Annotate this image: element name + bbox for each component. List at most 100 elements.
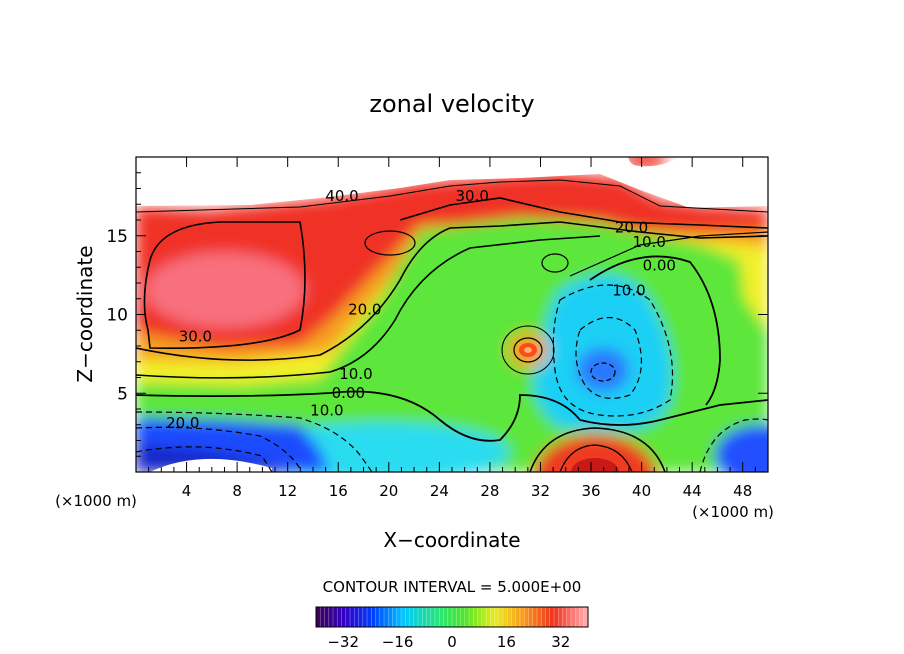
colorbar-swatch bbox=[558, 607, 564, 627]
contour-line-eddy bbox=[513, 337, 543, 363]
colorbar-swatch bbox=[486, 607, 491, 627]
colorbar-swatch bbox=[571, 607, 576, 627]
colorbar-swatch bbox=[371, 607, 377, 627]
colorbar-tick-label: −16 bbox=[382, 633, 414, 651]
colorbar-swatch bbox=[460, 607, 466, 627]
colorbar-swatch bbox=[328, 607, 334, 627]
x-axis-label: X−coordinate bbox=[383, 528, 520, 552]
colorbar-swatch bbox=[545, 607, 551, 627]
colorbar-tick-label: −32 bbox=[327, 633, 359, 651]
colorbar-swatch bbox=[477, 607, 483, 627]
colorbar-swatch bbox=[362, 607, 368, 627]
x-unit-right: (×1000 m) bbox=[692, 503, 774, 521]
contour-line-bottom-warm-inner bbox=[559, 444, 633, 472]
colorbar-swatch bbox=[375, 607, 381, 627]
colorbar-swatch bbox=[447, 607, 453, 627]
colorbar-swatch bbox=[413, 607, 419, 627]
contour-line-30-jet bbox=[143, 221, 306, 349]
colorbar-swatch bbox=[405, 607, 411, 627]
colorbar-swatch bbox=[367, 607, 372, 627]
contour-line-40 bbox=[136, 179, 768, 213]
field-bottom-right-blue bbox=[715, 425, 768, 472]
contour-line-0-right bbox=[589, 255, 721, 406]
x-tick-label: 8 bbox=[232, 482, 242, 500]
colorbar-swatch bbox=[490, 607, 496, 627]
contour-interval-text: CONTOUR INTERVAL = 5.000E+00 bbox=[323, 578, 582, 596]
x-tick-label: 20 bbox=[379, 482, 398, 500]
colorbar-swatch bbox=[579, 607, 585, 627]
colorbar-swatch bbox=[503, 607, 508, 627]
contour-line-0 bbox=[136, 390, 768, 442]
field-top-void bbox=[136, 157, 768, 208]
colorbar-swatch bbox=[554, 607, 559, 627]
contour-line-20 bbox=[136, 221, 768, 361]
x-unit-left: (×1000 m) bbox=[55, 492, 137, 510]
colorbar-swatch bbox=[337, 607, 343, 627]
colorbar-swatch bbox=[341, 607, 347, 627]
colorbar-swatch bbox=[473, 607, 479, 627]
colorbar-swatch bbox=[358, 607, 364, 627]
colorbar-swatch bbox=[392, 607, 398, 627]
colorbar-swatch bbox=[532, 607, 538, 627]
colorbar-swatch bbox=[511, 607, 517, 627]
contour-line-bottom-warm bbox=[529, 427, 666, 472]
contour-label: 20.0 bbox=[615, 219, 648, 237]
colorbar-swatch bbox=[430, 607, 436, 627]
colorbar-swatch bbox=[528, 607, 534, 627]
x-tick-label: 32 bbox=[531, 482, 550, 500]
contour-label: 0.00 bbox=[332, 384, 365, 402]
colorbar-swatch bbox=[388, 607, 394, 627]
colorbar-swatch bbox=[396, 607, 402, 627]
x-tick-label: 36 bbox=[581, 482, 600, 500]
contour-line-neg15 bbox=[575, 317, 643, 399]
colorbar-tick-label: 32 bbox=[551, 633, 570, 651]
colorbar-swatch bbox=[345, 607, 351, 627]
x-tick-label: 4 bbox=[182, 482, 192, 500]
x-axis-ticks: 4 8 12 16 20 24 28 32 36 40 44 48 bbox=[148, 157, 756, 500]
contour-line-eddy-outer bbox=[501, 325, 555, 375]
colorbar-swatch bbox=[316, 607, 321, 627]
contour-line-neg10 bbox=[136, 411, 373, 472]
y-axis-ticks: 5 10 15 bbox=[106, 172, 768, 457]
contour-labels: 40.0 30.020.010.00.0010.020.030.010.00.00… bbox=[166, 187, 676, 432]
colorbar-swatch bbox=[384, 607, 389, 627]
contour-line-neg20 bbox=[136, 426, 303, 472]
colorbar-swatch bbox=[379, 607, 385, 627]
x-tick-label: 40 bbox=[632, 482, 651, 500]
contour-label: 30.0 bbox=[456, 187, 489, 205]
colorbar-swatch bbox=[481, 607, 487, 627]
colorbar-swatch bbox=[426, 607, 432, 627]
colorbar-swatch bbox=[537, 607, 542, 627]
x-tick-label: 44 bbox=[683, 482, 702, 500]
colorbar-swatch bbox=[443, 607, 449, 627]
colorbar-swatch bbox=[452, 607, 457, 627]
colorbar-swatch bbox=[333, 607, 338, 627]
colorbar-swatch bbox=[456, 607, 462, 627]
contour-line-10 bbox=[136, 235, 601, 379]
field-bottom-left-void bbox=[150, 458, 272, 472]
colorbar-swatch bbox=[520, 607, 525, 627]
colorbar-swatch bbox=[418, 607, 423, 627]
contour-line-30-upper bbox=[399, 197, 768, 229]
colorbar-swatch bbox=[409, 607, 415, 627]
colorbar-swatch bbox=[549, 607, 555, 627]
colorbar-swatch bbox=[494, 607, 500, 627]
field-bottom-red bbox=[533, 434, 657, 472]
colorbar-swatch bbox=[524, 607, 530, 627]
colorbar-swatch bbox=[350, 607, 355, 627]
contour-label: 40.0 bbox=[325, 187, 358, 205]
contour-label: 0.00 bbox=[643, 256, 676, 274]
colorbar-swatch bbox=[422, 607, 428, 627]
colorbar-swatch bbox=[464, 607, 470, 627]
field-core-low bbox=[577, 348, 629, 392]
contour-label: 30.0 bbox=[179, 327, 212, 345]
colorbar-swatch bbox=[435, 607, 440, 627]
contour-label: 20.0 bbox=[348, 301, 381, 319]
colorbar-tick-label: 16 bbox=[497, 633, 516, 651]
contour-line-neg20-core bbox=[590, 362, 616, 382]
colorbar-tick-label: 0 bbox=[447, 633, 457, 651]
colorbar-swatch bbox=[515, 607, 521, 627]
field-fill bbox=[136, 157, 768, 472]
colorbar-swatch bbox=[562, 607, 568, 627]
contour-label: 20.0 bbox=[166, 414, 199, 432]
